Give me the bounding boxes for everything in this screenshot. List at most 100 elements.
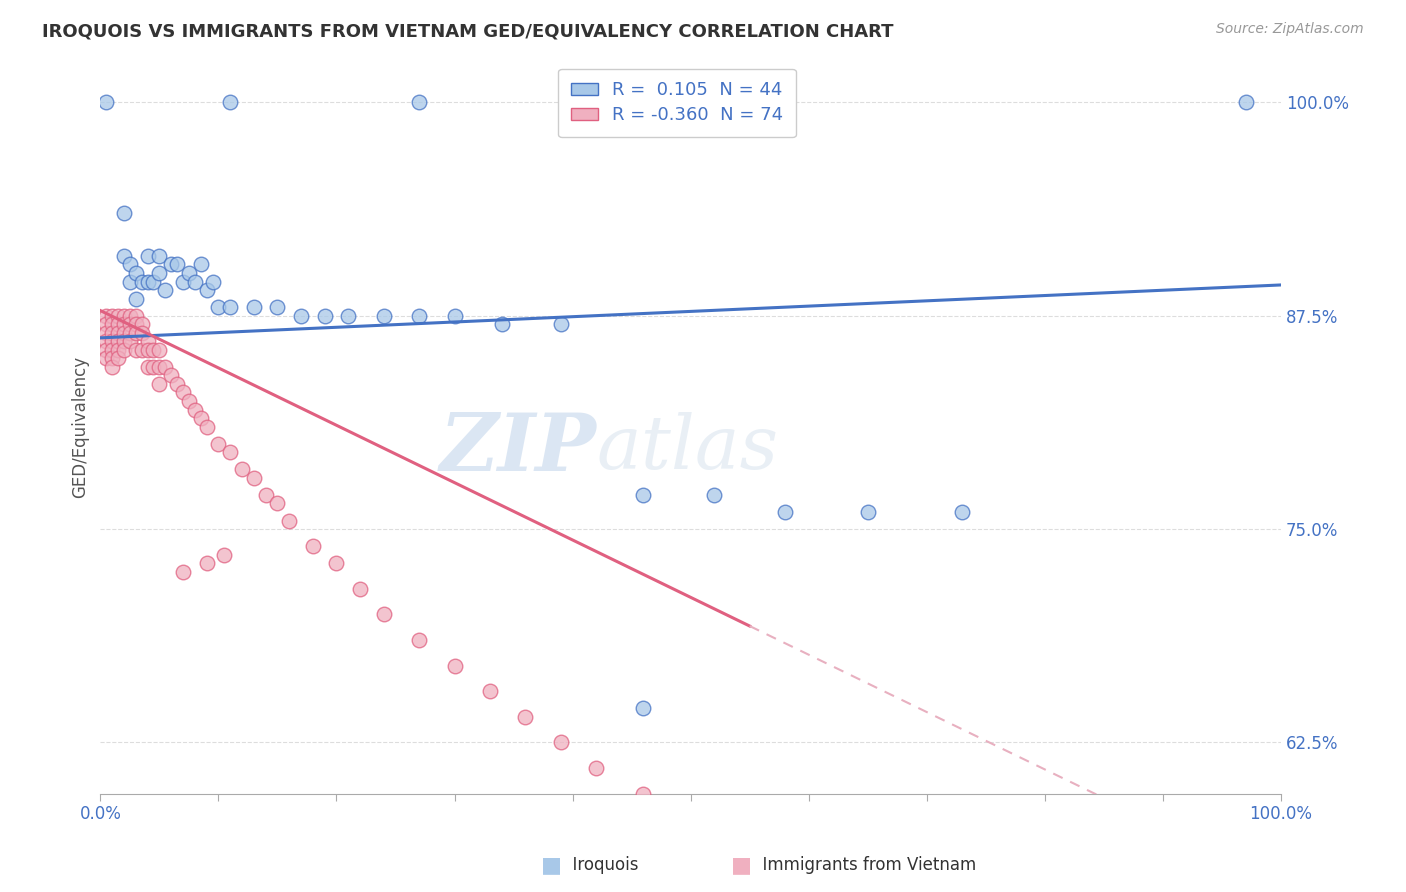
Point	[408, 309, 430, 323]
Point	[107, 343, 129, 357]
Point	[184, 275, 207, 289]
Point	[478, 684, 501, 698]
Point	[278, 514, 301, 528]
Point	[125, 292, 148, 306]
Point	[155, 283, 177, 297]
Point	[184, 402, 207, 417]
Point	[112, 326, 135, 340]
Point	[107, 317, 129, 331]
Point	[177, 394, 200, 409]
Point	[314, 309, 336, 323]
Point	[112, 206, 135, 220]
Point	[107, 309, 129, 323]
Legend: R =  0.105  N = 44, R = -0.360  N = 74: R = 0.105 N = 44, R = -0.360 N = 74	[558, 69, 796, 137]
Point	[443, 658, 465, 673]
Point	[131, 317, 153, 331]
Point	[195, 556, 218, 570]
Point	[266, 496, 288, 510]
Point	[207, 300, 229, 314]
Point	[337, 309, 360, 323]
Point	[118, 317, 141, 331]
Point	[96, 334, 118, 349]
Text: Iroquois: Iroquois	[562, 856, 638, 874]
Point	[96, 351, 118, 366]
Point	[302, 539, 325, 553]
Point	[160, 368, 183, 383]
Point	[136, 249, 159, 263]
Point	[207, 436, 229, 450]
Point	[585, 761, 607, 775]
Point	[125, 343, 148, 357]
Text: ■: ■	[541, 855, 562, 875]
Point	[148, 376, 170, 391]
Point	[491, 317, 513, 331]
Point	[373, 607, 395, 622]
Point	[515, 710, 537, 724]
Point	[349, 582, 371, 596]
Point	[254, 488, 277, 502]
Point	[172, 565, 194, 579]
Point	[214, 548, 236, 562]
Text: ■: ■	[731, 855, 752, 875]
Point	[136, 275, 159, 289]
Point	[633, 488, 655, 502]
Point	[166, 376, 188, 391]
Point	[1234, 95, 1257, 110]
Text: ZIP: ZIP	[439, 410, 596, 487]
Point	[96, 326, 118, 340]
Point	[125, 266, 148, 280]
Point	[408, 95, 430, 110]
Point	[177, 266, 200, 280]
Point	[195, 283, 218, 297]
Point	[101, 334, 124, 349]
Point	[773, 505, 796, 519]
Point	[325, 556, 347, 570]
Point	[118, 275, 141, 289]
Point	[136, 334, 159, 349]
Point	[219, 95, 242, 110]
Point	[266, 300, 288, 314]
Point	[101, 309, 124, 323]
Point	[101, 351, 124, 366]
Point	[219, 445, 242, 459]
Point	[136, 359, 159, 374]
Point	[856, 505, 879, 519]
Point	[112, 309, 135, 323]
Point	[142, 343, 165, 357]
Point	[101, 326, 124, 340]
Point	[131, 326, 153, 340]
Point	[142, 275, 165, 289]
Point	[195, 419, 218, 434]
Point	[408, 633, 430, 648]
Text: atlas: atlas	[596, 412, 779, 485]
Point	[166, 257, 188, 271]
Y-axis label: GED/Equivalency: GED/Equivalency	[72, 356, 89, 498]
Point	[727, 838, 749, 852]
Point	[633, 701, 655, 715]
Point	[679, 812, 702, 826]
Point	[112, 343, 135, 357]
Point	[155, 359, 177, 374]
Point	[112, 317, 135, 331]
Point	[190, 411, 212, 425]
Point	[125, 309, 148, 323]
Point	[443, 309, 465, 323]
Point	[96, 95, 118, 110]
Point	[219, 300, 242, 314]
Point	[112, 334, 135, 349]
Point	[190, 257, 212, 271]
Point	[96, 343, 118, 357]
Point	[131, 275, 153, 289]
Point	[101, 359, 124, 374]
Point	[101, 317, 124, 331]
Point	[118, 334, 141, 349]
Point	[118, 257, 141, 271]
Point	[136, 343, 159, 357]
Point	[148, 249, 170, 263]
Point	[101, 343, 124, 357]
Text: Source: ZipAtlas.com: Source: ZipAtlas.com	[1216, 22, 1364, 37]
Point	[131, 343, 153, 357]
Point	[107, 326, 129, 340]
Point	[550, 735, 572, 749]
Point	[107, 334, 129, 349]
